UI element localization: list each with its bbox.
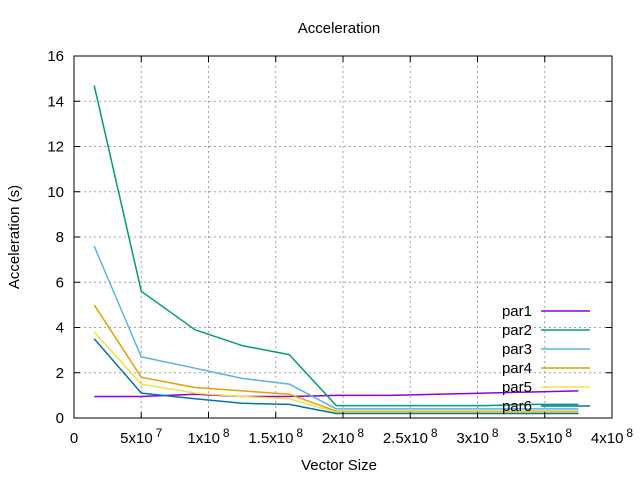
- x-tick-exponent: 8: [357, 426, 364, 440]
- legend-label-par3: par3: [502, 341, 532, 358]
- x-tick-mantissa: 3.5x10: [517, 430, 562, 447]
- legend-label-par2: par2: [502, 322, 532, 339]
- y-tick-label: 0: [56, 410, 64, 427]
- x-tick-label: 2.5x10 8: [383, 426, 438, 447]
- y-tick-label: 8: [56, 229, 64, 246]
- x-tick-label: 3x10 8: [456, 426, 499, 447]
- series-line-par2: [93, 85, 579, 407]
- x-tick-label: 5x10 7: [120, 426, 163, 447]
- x-tick-exponent: 8: [492, 426, 499, 440]
- x-tick-exponent: 8: [565, 426, 572, 440]
- series-line-par6: [93, 338, 579, 415]
- x-tick-mantissa: 5x10: [120, 430, 153, 447]
- y-tick-label: 14: [47, 93, 64, 110]
- x-tick-label: 1.5x10 8: [248, 426, 303, 447]
- x-tick-label: 2x10 8: [322, 426, 365, 447]
- x-tick-mantissa: 4x10: [591, 430, 624, 447]
- series-line-par3: [93, 245, 579, 410]
- y-tick-label: 10: [47, 184, 64, 201]
- x-tick-mantissa: 2.5x10: [383, 430, 428, 447]
- x-tick-exponent: 8: [431, 426, 438, 440]
- axis-ticks: [73, 55, 613, 419]
- legend-label-par6: par6: [502, 398, 532, 415]
- y-axis-label: Acceleration (s): [6, 185, 23, 289]
- legend-label-par5: par5: [502, 379, 532, 396]
- series-line-par5: [93, 331, 579, 414]
- legend-label-par4: par4: [502, 360, 532, 377]
- series-line-par4: [93, 304, 579, 412]
- chart-title: Acceleration: [298, 20, 381, 37]
- y-tick-label: 12: [47, 139, 64, 156]
- x-tick-label: 1x10 8: [187, 426, 230, 447]
- grid-lines: [74, 56, 612, 418]
- x-tick-exponent: 8: [223, 426, 230, 440]
- x-tick-mantissa: 3x10: [456, 430, 489, 447]
- legend-label-par1: par1: [502, 303, 532, 320]
- x-tick-label: 3.5x10 8: [517, 426, 572, 447]
- x-tick-exponent: 8: [296, 426, 303, 440]
- x-tick-exponent: 7: [156, 426, 163, 440]
- y-tick-label: 2: [56, 365, 64, 382]
- x-tick-mantissa: 1.5x10: [248, 430, 293, 447]
- x-axis-label: Vector Size: [301, 457, 377, 474]
- x-tick-mantissa: 2x10: [322, 430, 355, 447]
- x-tick-label: 0: [70, 430, 78, 447]
- x-tick-mantissa: 0: [70, 430, 78, 447]
- series-line-par1: [94, 390, 579, 398]
- x-tick-label: 4x10 8: [591, 426, 634, 447]
- legend: par1 par2 par3 par4 par5 par6: [502, 303, 590, 415]
- x-tick-exponent: 8: [626, 426, 633, 440]
- y-tick-label: 6: [56, 274, 64, 291]
- y-tick-label: 4: [56, 320, 64, 337]
- y-tick-label: 16: [47, 48, 64, 65]
- series-layer: [93, 85, 579, 415]
- x-tick-mantissa: 1x10: [187, 430, 220, 447]
